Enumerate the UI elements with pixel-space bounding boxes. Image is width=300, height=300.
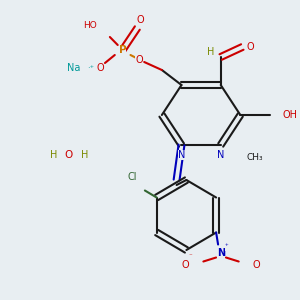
Text: N: N bbox=[178, 150, 185, 160]
Text: Cl: Cl bbox=[128, 172, 137, 182]
Text: ⁺: ⁺ bbox=[225, 244, 229, 250]
Text: O: O bbox=[64, 150, 73, 160]
Text: Na: Na bbox=[67, 63, 80, 73]
Text: H: H bbox=[50, 150, 58, 160]
Text: O: O bbox=[136, 15, 144, 25]
Text: H: H bbox=[207, 47, 214, 57]
Text: ·⁺: ·⁺ bbox=[87, 64, 94, 73]
Text: O: O bbox=[96, 63, 104, 73]
Text: O: O bbox=[246, 42, 254, 52]
Text: O: O bbox=[182, 260, 190, 269]
Text: ⁻: ⁻ bbox=[189, 254, 193, 260]
Text: N: N bbox=[217, 150, 224, 160]
Text: H: H bbox=[81, 150, 88, 160]
Text: OH: OH bbox=[283, 110, 298, 120]
Text: CH₃: CH₃ bbox=[247, 152, 263, 161]
Text: HO: HO bbox=[83, 22, 97, 31]
Text: P: P bbox=[119, 45, 126, 55]
Text: O: O bbox=[253, 260, 260, 269]
Text: O: O bbox=[136, 55, 143, 65]
Text: N: N bbox=[217, 248, 225, 257]
